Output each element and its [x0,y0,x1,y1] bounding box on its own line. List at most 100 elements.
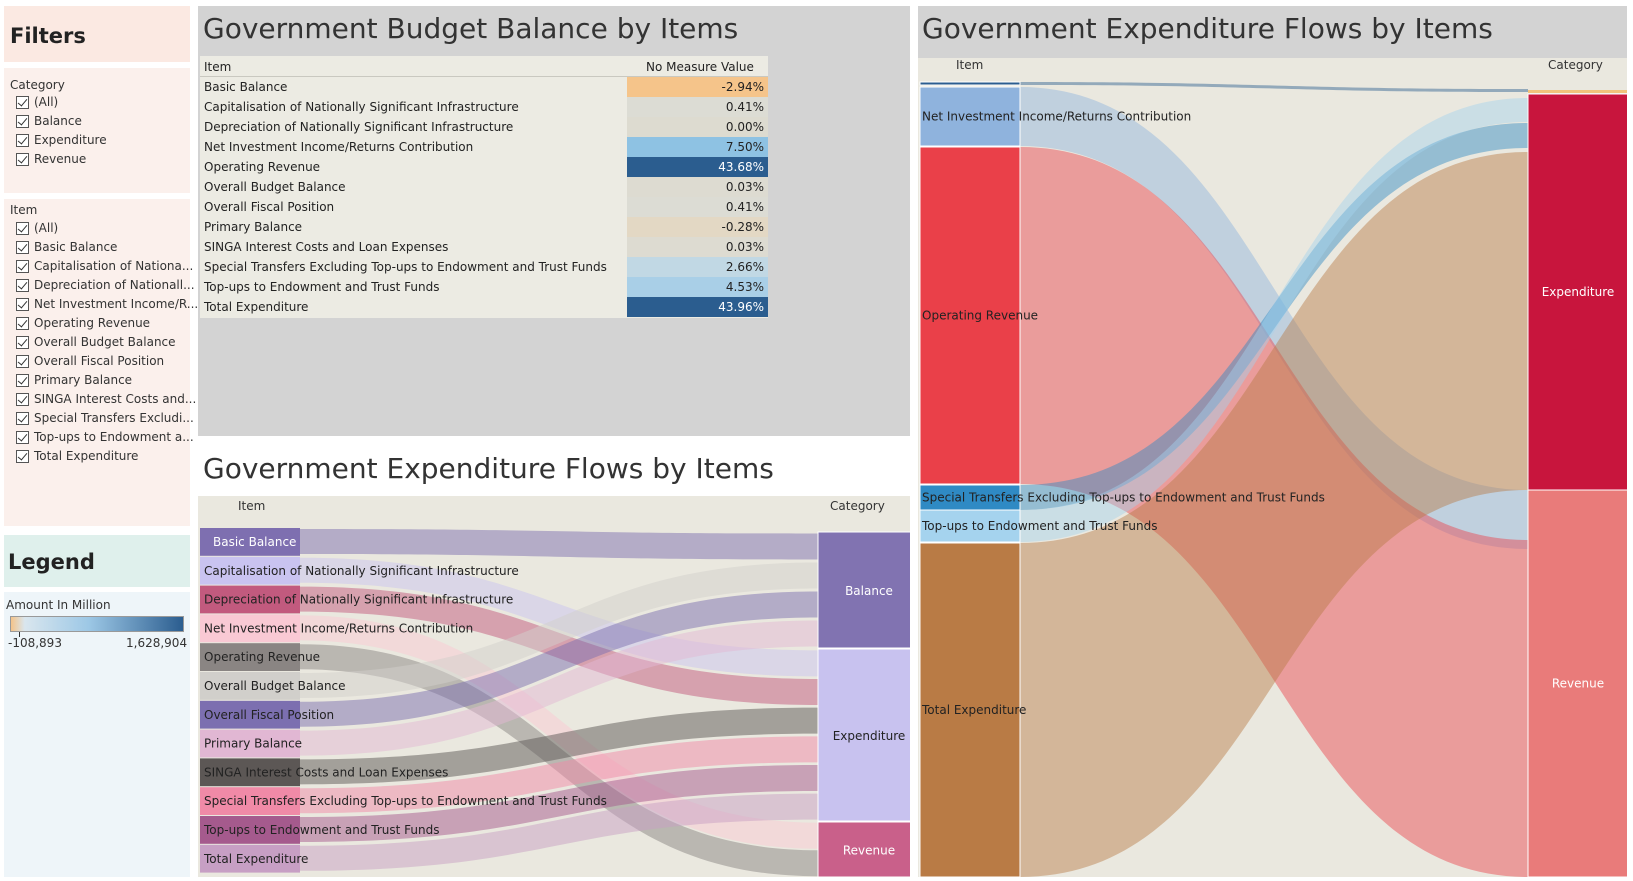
sankey-large-item-node[interactable] [919,81,1021,86]
legend-header: Legend [4,535,190,587]
sankey-small-col-item: Item [238,499,266,513]
table-cell-item: Basic Balance [204,80,288,94]
table-cell-item: SINGA Interest Costs and Loan Expenses [204,240,449,254]
table-row[interactable]: Net Investment Income/Returns Contributi… [200,137,768,157]
table-row[interactable]: Overall Fiscal Position 0.41% [200,197,768,217]
sankey-small-item-node[interactable] [200,614,300,643]
category-option-expenditure[interactable]: Expenditure [16,131,107,149]
checkbox-checked-icon[interactable] [16,354,29,368]
checkbox-checked-icon[interactable] [16,335,29,349]
checkbox-checked-icon[interactable] [16,392,29,406]
checkbox-checked-icon[interactable] [16,278,29,292]
table-row[interactable]: Basic Balance -2.94% [200,77,768,97]
checkbox-checked-icon[interactable] [16,411,29,425]
item-option[interactable]: Overall Budget Balance [16,333,176,351]
table-row[interactable]: Special Transfers Excluding Top-ups to E… [200,257,768,277]
sankey-small-item-label: Overall Budget Balance [204,679,346,693]
checkbox-checked-icon[interactable] [16,373,29,387]
sankey-large-category-node[interactable] [1527,93,1627,491]
sankey-small-category-node[interactable] [817,531,910,649]
item-option[interactable]: (All) [16,219,58,237]
sankey-large-flow[interactable] [1020,98,1528,542]
checkbox-checked-icon[interactable] [16,152,29,166]
item-option[interactable]: Depreciation of Nationall... [16,276,195,294]
table-row[interactable]: Capitalisation of Nationally Significant… [200,97,768,117]
sankey-large-flow[interactable] [1020,147,1528,877]
table-row[interactable]: Overall Budget Balance 0.03% [200,177,768,197]
sankey-large-item-node[interactable] [919,542,1021,877]
sankey-large-flow[interactable] [1020,123,1528,510]
sankey-small-flow[interactable] [300,586,818,705]
sankey-small-flow[interactable] [300,620,818,756]
sankey-small-item-node[interactable] [200,816,300,844]
table-row[interactable]: Total Expenditure 43.96% [200,297,768,317]
table-cell-value: 0.03% [627,237,768,257]
sankey-large-category-node[interactable] [1527,489,1627,877]
category-option-revenue[interactable]: Revenue [16,150,86,168]
sankey-small-item-label: Special Transfers Excluding Top-ups to E… [204,794,607,808]
legend-color-ramp [10,616,184,632]
sankey-small-item-node[interactable] [200,700,300,729]
checkbox-checked-icon[interactable] [16,133,29,147]
sankey-small-flow[interactable] [300,562,818,699]
legend-min-label: -108,893 [8,636,62,650]
item-option[interactable]: Special Transfers Excludi... [16,409,194,427]
checkbox-checked-icon[interactable] [16,114,29,128]
item-option[interactable]: Capitalisation of Nationa... [16,257,193,275]
sankey-small-item-node[interactable] [200,787,300,815]
sankey-small-flow[interactable] [300,736,818,814]
checkbox-checked-icon[interactable] [16,316,29,330]
sankey-small-flow[interactable] [300,765,818,842]
sankey-small-item-node[interactable] [200,844,300,873]
item-option[interactable]: Net Investment Income/R... [16,295,198,313]
sankey-small-category-node[interactable] [817,648,910,822]
checkbox-checked-icon[interactable] [16,449,29,463]
sankey-large-item-node[interactable] [919,484,1021,511]
checkbox-checked-icon[interactable] [16,259,29,273]
table-row[interactable]: Primary Balance -0.28% [200,217,768,237]
checkbox-checked-icon[interactable] [16,297,29,311]
checkbox-checked-icon[interactable] [16,95,29,109]
sankey-large-item-node[interactable] [919,509,1021,543]
sankey-small-item-node[interactable] [200,528,300,556]
table-row[interactable]: Operating Revenue 43.68% [200,157,768,177]
table-row[interactable]: Top-ups to Endowment and Trust Funds 4.53… [200,277,768,297]
item-option[interactable]: Top-ups to Endowment a... [16,428,194,446]
sankey-small-flow[interactable] [300,615,818,849]
item-option[interactable]: Operating Revenue [16,314,150,332]
sankey-small-flow[interactable] [300,529,818,560]
item-filter-label: Item [10,203,38,217]
sankey-large-flow[interactable] [1020,152,1528,877]
sankey-large-ribbons [1020,82,1528,877]
category-option-all[interactable]: (All) [16,93,58,111]
sankey-small-item-node[interactable] [200,556,300,585]
sankey-large-item-label: Net Investment Income/Returns Contributi… [922,110,1191,124]
sankey-small-category-node[interactable] [817,821,910,877]
checkbox-checked-icon[interactable] [16,240,29,254]
item-option[interactable]: Total Expenditure [16,447,138,465]
sankey-large-item-node[interactable] [919,146,1021,485]
sankey-large-item-node[interactable] [919,86,1021,147]
item-option[interactable]: SINGA Interest Costs and... [16,390,196,408]
table-row[interactable]: Depreciation of Nationally Significant I… [200,117,768,137]
sankey-large-flow[interactable] [1020,82,1528,92]
checkbox-checked-icon[interactable] [16,430,29,444]
sankey-small-item-node[interactable] [200,672,300,700]
item-option[interactable]: Primary Balance [16,371,132,389]
sankey-small-flow[interactable] [300,644,818,877]
sankey-small-item-node[interactable] [200,729,300,758]
sankey-small-item-node[interactable] [200,758,300,787]
table-row[interactable]: SINGA Interest Costs and Loan Expenses 0.… [200,237,768,257]
category-option-balance[interactable]: Balance [16,112,82,130]
category-filter: Category (All) Balance Expenditure Reven… [4,68,190,193]
sankey-small-item-node[interactable] [200,643,300,671]
sankey-large-title: Government Expenditure Flows by Items [922,12,1493,45]
item-option[interactable]: Basic Balance [16,238,117,256]
checkbox-checked-icon[interactable] [16,221,29,235]
sankey-small-flow[interactable] [300,793,818,871]
sankey-large-flow[interactable] [1020,87,1528,549]
sankey-small-flow[interactable] [300,707,818,785]
sankey-small-flow[interactable] [300,591,818,727]
item-option[interactable]: Overall Fiscal Position [16,352,164,370]
sankey-small-item-node[interactable] [200,585,300,614]
